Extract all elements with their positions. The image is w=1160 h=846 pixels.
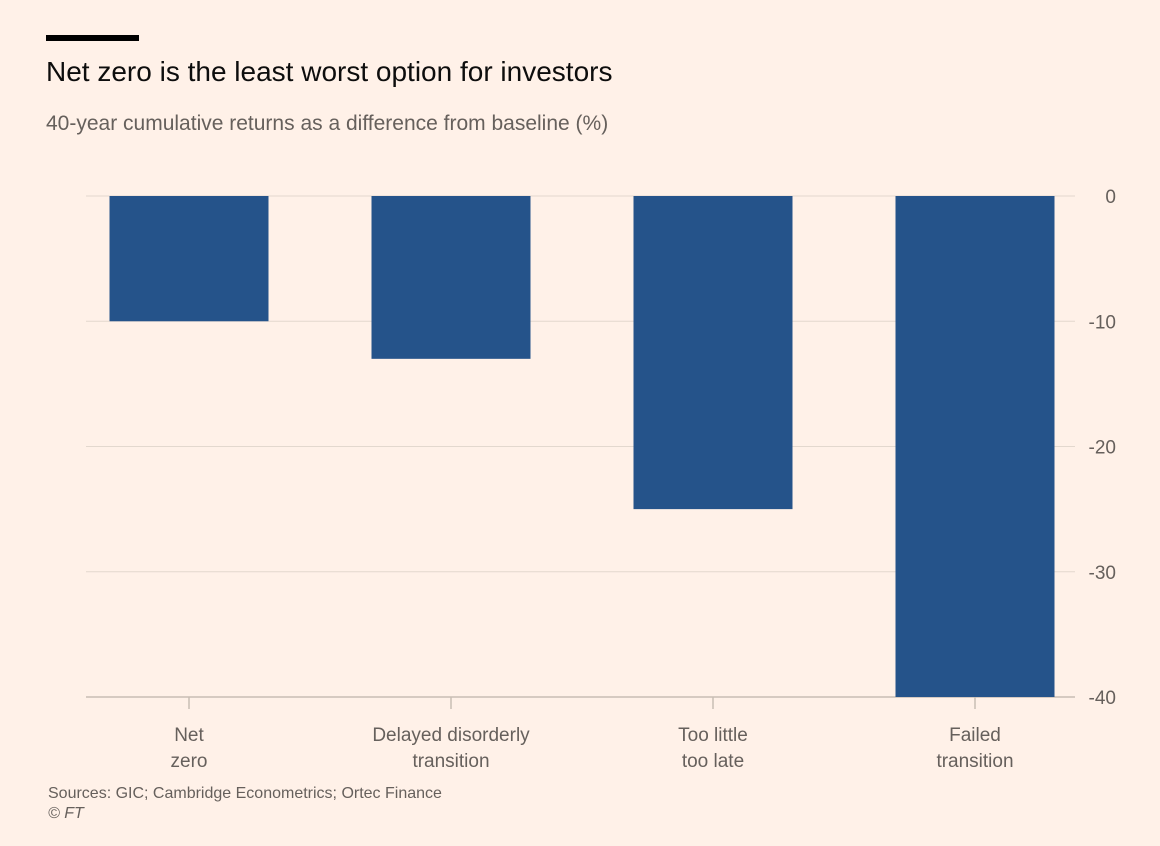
bar [371, 196, 531, 359]
x-tick-label: Net [174, 725, 204, 746]
bar [109, 196, 269, 322]
bar [633, 196, 793, 510]
title-rule [46, 35, 139, 41]
x-tick-label: transition [412, 751, 489, 772]
y-tick-label: 0 [1105, 187, 1116, 208]
chart-subtitle: 40-year cumulative returns as a differen… [46, 112, 609, 135]
x-tick-label: Failed [949, 725, 1001, 746]
x-tick-label: Delayed disorderly [372, 725, 530, 746]
x-tick-label: Too little [678, 725, 748, 746]
copyright-note: © FT [48, 805, 84, 822]
bar [895, 196, 1055, 697]
x-tick-label: too late [682, 751, 744, 772]
source-note: Sources: GIC; Cambridge Econometrics; Or… [48, 785, 442, 802]
y-tick-label: -10 [1089, 312, 1116, 333]
y-tick-label: -40 [1089, 688, 1116, 709]
x-tick-label: zero [171, 751, 208, 772]
y-tick-label: -20 [1089, 438, 1116, 459]
y-tick-label: -30 [1089, 563, 1116, 584]
x-tick-label: transition [936, 751, 1013, 772]
chart-title: Net zero is the least worst option for i… [46, 56, 613, 87]
